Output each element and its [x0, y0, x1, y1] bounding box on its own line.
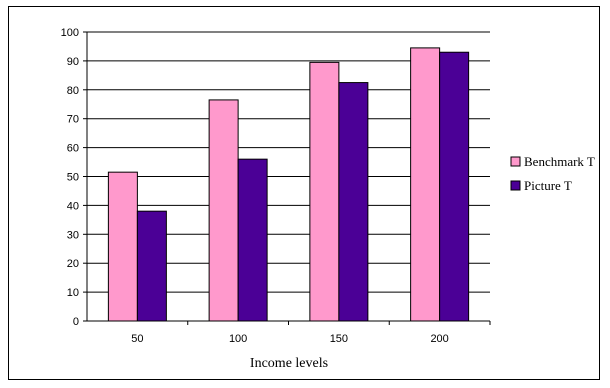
bar-picture-t-200 [439, 51, 470, 322]
legend-swatch [510, 180, 521, 191]
chart-frame [8, 6, 600, 380]
x-tick-label: 100 [229, 333, 247, 345]
legend-label: Picture T [524, 178, 572, 193]
bars [107, 47, 470, 322]
bar-benchmark-t-150 [309, 61, 340, 322]
bar-benchmark-t-50 [107, 171, 138, 322]
y-tick-label: 90 [67, 56, 79, 68]
legend: Benchmark T Picture T [510, 154, 595, 193]
x-tick-labels: 50 100 150 200 [131, 333, 449, 345]
y-tick-label: 30 [67, 229, 79, 241]
bar-benchmark-t-200 [410, 47, 441, 322]
y-tick-label: 60 [67, 143, 79, 155]
legend-label: Benchmark T [524, 154, 595, 169]
bar-picture-t-50 [136, 210, 167, 322]
y-tick-label: 70 [67, 114, 79, 126]
y-tick-label: 10 [67, 287, 79, 299]
y-tick-label: 20 [67, 258, 79, 270]
y-tick-label: 50 [67, 172, 79, 184]
y-tick-labels: 0 10 20 30 40 50 60 70 80 90 100 [61, 27, 79, 328]
x-tick-label: 150 [330, 333, 348, 345]
y-tick-label: 40 [67, 200, 79, 212]
x-axis-label: Income levels [250, 356, 328, 371]
y-tick-label: 80 [67, 85, 79, 97]
bar-picture-t-100 [237, 158, 268, 322]
y-tick-label: 0 [73, 316, 79, 328]
axes [83, 31, 491, 325]
bar-picture-t-150 [338, 82, 369, 322]
x-tick-label: 200 [430, 333, 448, 345]
x-tick-label: 50 [131, 333, 143, 345]
bar-benchmark-t-100 [208, 99, 239, 322]
y-tick-label: 100 [61, 27, 79, 39]
legend-swatch [510, 156, 521, 167]
